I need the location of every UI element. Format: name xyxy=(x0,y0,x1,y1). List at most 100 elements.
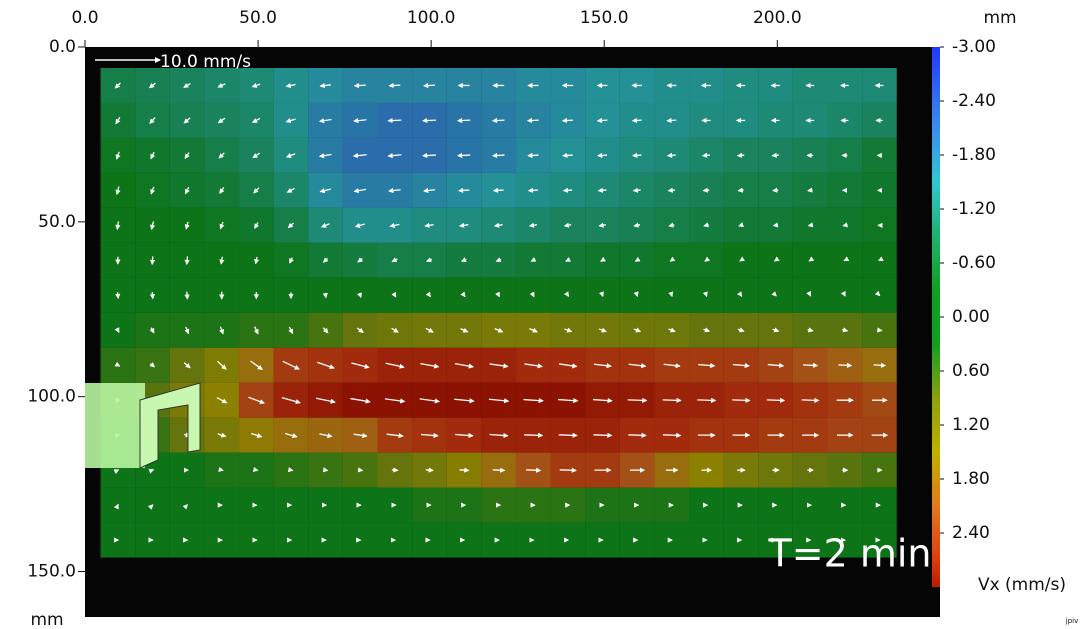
vector xyxy=(425,291,431,298)
vector xyxy=(633,222,641,228)
vector xyxy=(704,256,711,262)
vector xyxy=(252,117,261,123)
vector xyxy=(737,327,745,333)
vector xyxy=(322,292,328,299)
vector xyxy=(318,153,332,159)
vector xyxy=(356,327,364,334)
y-tick-label: 150.0 xyxy=(27,562,76,582)
vector xyxy=(527,152,539,159)
vector xyxy=(593,363,612,369)
vector xyxy=(524,363,543,369)
vector xyxy=(668,291,674,298)
vector xyxy=(254,222,260,230)
y-tick-label: 0.0 xyxy=(49,37,76,57)
vector xyxy=(771,291,777,297)
vector xyxy=(842,222,848,228)
vector xyxy=(808,256,815,262)
vector xyxy=(494,327,504,333)
vector xyxy=(184,256,190,266)
vector xyxy=(250,360,263,370)
vector xyxy=(425,327,434,333)
vector xyxy=(697,397,717,403)
vector xyxy=(840,290,846,297)
vector xyxy=(558,397,579,404)
vector xyxy=(843,256,850,262)
vector xyxy=(357,292,362,299)
vector xyxy=(184,186,190,195)
vector xyxy=(425,467,434,473)
vector xyxy=(489,432,509,439)
vector xyxy=(492,467,506,473)
vector xyxy=(807,222,814,228)
vector xyxy=(877,256,884,262)
colorbar-tick-label: -1.80 xyxy=(952,145,996,165)
vector xyxy=(766,397,786,403)
colorbar-tick-label: 1.80 xyxy=(952,469,990,489)
vector xyxy=(149,362,156,368)
vector xyxy=(559,467,577,473)
x-axis-unit: mm xyxy=(983,8,1016,28)
vector xyxy=(564,327,573,333)
vector xyxy=(281,396,301,405)
colorbar-label: Vx (mm/s) xyxy=(978,575,1066,595)
vector xyxy=(628,363,647,369)
vector xyxy=(598,222,606,228)
vector xyxy=(460,257,467,262)
vector xyxy=(357,467,364,473)
vector xyxy=(351,362,370,369)
vector xyxy=(598,291,604,298)
vector xyxy=(285,153,296,158)
vector xyxy=(526,467,542,473)
heatmap xyxy=(100,67,897,558)
vector xyxy=(488,398,510,404)
vector xyxy=(115,221,121,231)
vector xyxy=(353,82,366,89)
vector xyxy=(565,257,571,262)
vector xyxy=(424,222,434,228)
vector xyxy=(460,327,469,333)
vector xyxy=(353,432,368,439)
vector xyxy=(668,327,676,333)
vector xyxy=(491,152,505,159)
vector xyxy=(391,467,399,473)
vector xyxy=(632,152,642,158)
vector xyxy=(773,256,780,262)
vector xyxy=(217,360,227,370)
vector xyxy=(115,151,121,160)
vector xyxy=(115,186,121,196)
vector xyxy=(459,467,470,473)
colorbar-tick-label: -1.20 xyxy=(952,199,996,219)
vector xyxy=(667,187,676,193)
vector xyxy=(216,397,228,404)
vector xyxy=(456,152,471,159)
x-tick-label: 0.0 xyxy=(71,8,98,28)
vector xyxy=(253,187,260,194)
colorbar-tick-label: 1.20 xyxy=(952,415,990,435)
vector xyxy=(115,116,121,125)
vector xyxy=(289,257,294,264)
vector xyxy=(354,222,365,228)
vector xyxy=(148,468,155,474)
vector xyxy=(495,257,502,262)
colorbar-tick-label: -2.40 xyxy=(952,91,996,111)
vector xyxy=(384,398,406,404)
vector xyxy=(183,362,191,369)
vector xyxy=(495,291,500,298)
vector xyxy=(632,187,641,193)
vector xyxy=(184,291,190,300)
vector xyxy=(287,222,294,229)
vector xyxy=(493,222,503,228)
vector xyxy=(454,398,475,404)
vector xyxy=(149,256,156,266)
vector xyxy=(385,362,405,369)
vector xyxy=(874,290,881,297)
vector xyxy=(633,327,642,333)
vector xyxy=(562,187,573,193)
colorbar xyxy=(932,47,940,587)
vector xyxy=(732,362,750,369)
vector xyxy=(528,222,537,228)
vector xyxy=(633,291,639,298)
vector xyxy=(563,222,572,228)
vector xyxy=(561,117,574,124)
vector xyxy=(702,187,710,193)
